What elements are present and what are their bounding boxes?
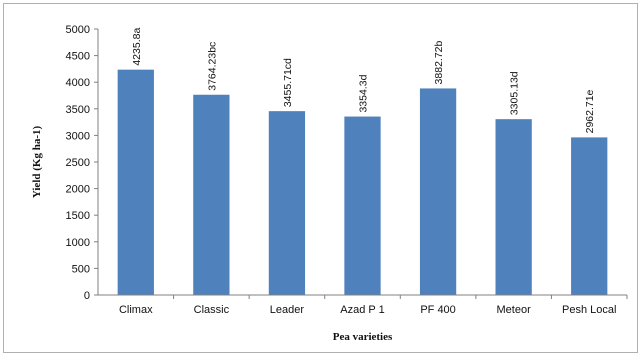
x-category-label: PF 400: [420, 304, 455, 316]
bar: [495, 119, 532, 295]
x-category-label: Pesh Local: [562, 304, 616, 316]
x-category-label: Classic: [194, 304, 230, 316]
y-tick-label: 3500: [66, 104, 90, 116]
y-tick-label: 3000: [66, 130, 90, 142]
y-tick-label: 2000: [66, 184, 90, 196]
y-tick-label: 0: [84, 290, 90, 302]
y-axis-title: Yield (Kg ha-1): [31, 126, 43, 199]
data-label: 3882.72b: [433, 40, 445, 84]
data-label: 3764.23bc: [206, 42, 218, 91]
data-labels: 4235.8a 3764.23bc 3455.71cd 3354.3d 3882.72b…: [131, 28, 596, 134]
bar: [344, 116, 381, 295]
data-label: 3354.3d: [358, 74, 370, 112]
x-axis-categories: Climax Classic Leader Azad P 1 PF 400 Meteor P…: [119, 295, 628, 316]
y-tick-label: 4500: [66, 51, 90, 63]
data-label: 2962.71e: [584, 89, 596, 133]
data-label: 4235.8a: [131, 28, 143, 66]
y-tick-label: 1500: [66, 210, 90, 222]
x-category-label: Leader: [270, 304, 305, 316]
data-label: 3455.71cd: [282, 58, 294, 107]
x-category-label: Azad P 1: [340, 304, 384, 316]
bar: [193, 94, 230, 295]
bars: [117, 69, 608, 296]
y-tick-label: 2500: [66, 157, 90, 169]
y-tick-label: 5000: [66, 24, 90, 36]
x-category-label: Climax: [119, 304, 153, 316]
data-label: 3305.13d: [509, 71, 521, 115]
bar: [268, 111, 306, 296]
bar: [117, 69, 154, 295]
y-tick-label: 4000: [66, 77, 90, 89]
x-category-label: Meteor: [497, 304, 532, 316]
y-axis-ticks: 0 500 1000 1500 2000 2500 3000 3500 4000 4500 5000: [66, 24, 98, 302]
y-tick-label: 1000: [66, 237, 90, 249]
y-tick-label: 500: [72, 263, 90, 275]
bar: [571, 137, 608, 295]
x-axis-title: Pea varieties: [333, 331, 393, 343]
bar: [419, 88, 457, 295]
